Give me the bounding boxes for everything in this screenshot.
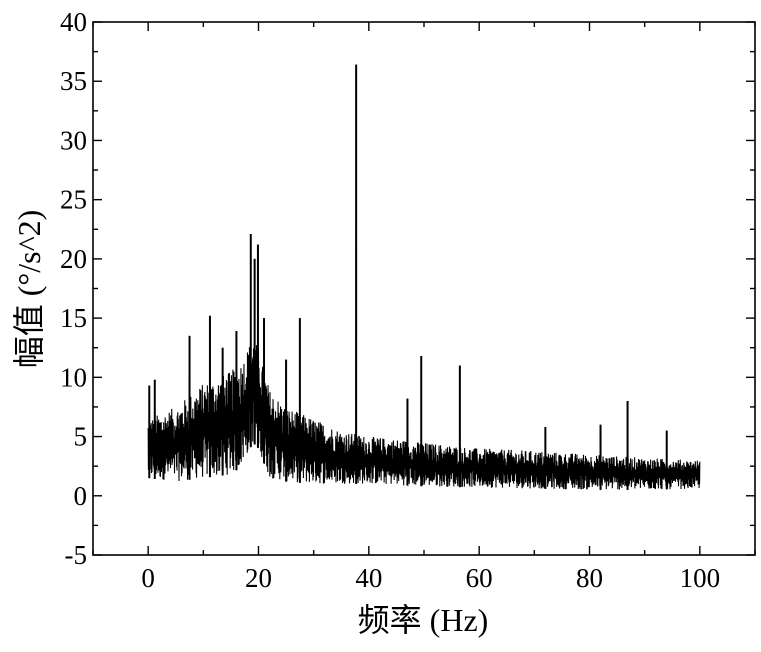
- y-axis-title: 幅值 (°/s^2): [11, 210, 47, 368]
- x-tick-label: 60: [466, 563, 493, 593]
- x-tick-label: 0: [141, 563, 155, 593]
- y-tick-label: -5: [65, 540, 88, 570]
- labels-layer: 频率 (Hz) 幅值 (°/s^2): [11, 210, 488, 638]
- y-tick-label: 15: [60, 303, 87, 333]
- y-tick-label: 40: [60, 7, 87, 37]
- x-tick-label: 20: [245, 563, 272, 593]
- series-layer: [147, 64, 701, 490]
- x-tick-label: 80: [576, 563, 603, 593]
- x-tick-label: 40: [355, 563, 382, 593]
- x-tick-label: 100: [680, 563, 721, 593]
- y-tick-label: 25: [60, 185, 87, 215]
- y-tick-label: 20: [60, 244, 87, 274]
- spectrum-line: [147, 64, 701, 490]
- y-tick-label: 5: [74, 422, 88, 452]
- y-tick-label: 30: [60, 125, 87, 155]
- y-tick-label: 0: [74, 481, 88, 511]
- y-tick-label: 35: [60, 66, 87, 96]
- y-tick-label: 10: [60, 362, 87, 392]
- x-axis-title: 频率 (Hz): [358, 602, 489, 638]
- axes-layer: 0 20 40 60 80 100 -5 0 5 10 15 20 25 30 35 40: [60, 7, 756, 593]
